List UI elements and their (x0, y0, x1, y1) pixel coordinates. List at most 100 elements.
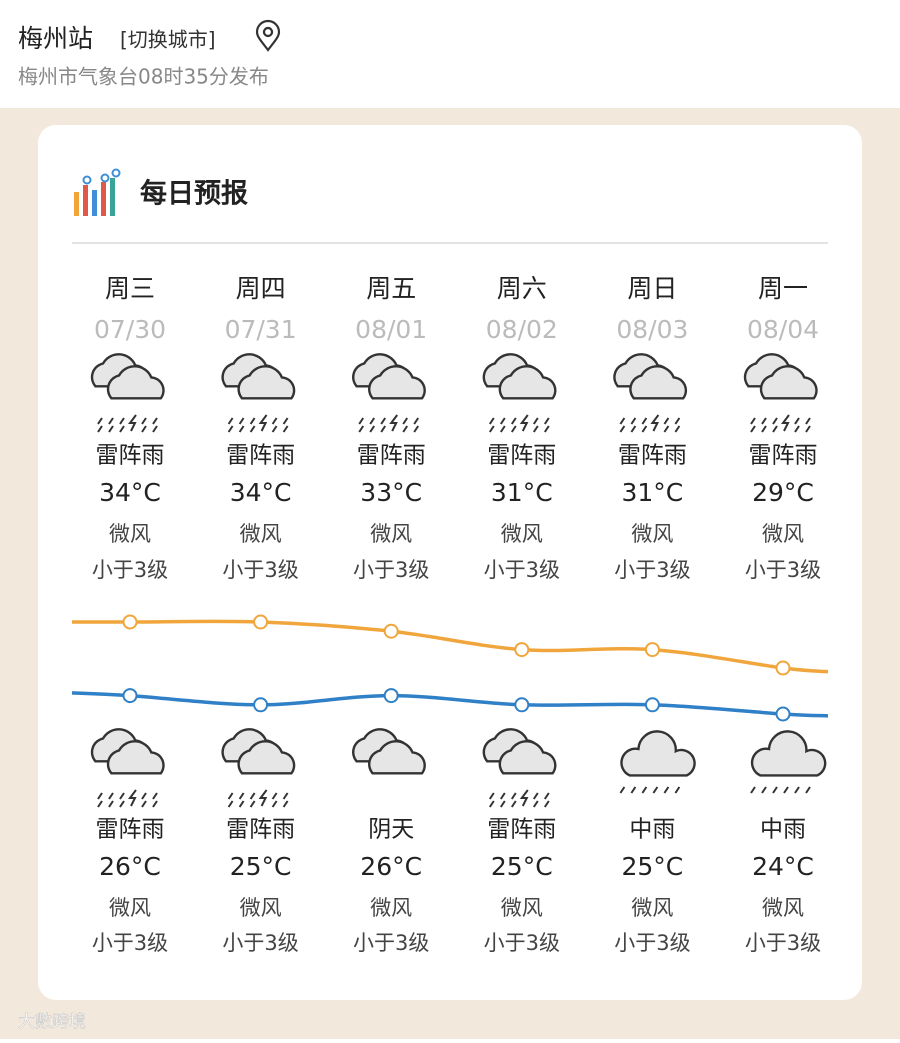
rain-drop (413, 425, 420, 433)
day-wind-level: 小于3级 (353, 558, 429, 582)
cloud (368, 365, 426, 400)
rain-drop (663, 786, 670, 794)
rain-drop (402, 425, 409, 433)
weekday: 周五 (366, 274, 416, 303)
low-temp-line-point (514, 697, 530, 713)
rain-drop (510, 417, 517, 425)
day-wind-level: 小于3级 (484, 558, 560, 582)
switch-city[interactable]: [切换城市] (120, 28, 216, 52)
weekday: 周三 (105, 274, 155, 303)
high-temp: 29°C (752, 478, 814, 507)
cloud (620, 730, 696, 777)
cloud (750, 730, 827, 777)
low-temp: 26°C (99, 852, 161, 881)
rain-drop (750, 786, 756, 794)
date: 08/04 (747, 315, 819, 344)
bolt (258, 789, 268, 807)
rain-drop (227, 417, 234, 425)
night-wind: 微风 (501, 896, 543, 920)
night-weather: 中雨 (629, 817, 675, 843)
rain-drop (152, 792, 158, 800)
rain-drop (761, 425, 767, 433)
day-weather: 雷阵雨 (487, 443, 556, 469)
day-wind: 微风 (631, 522, 673, 546)
rain-drop (641, 417, 648, 425)
cloud (629, 365, 688, 400)
rain-drop (97, 792, 103, 800)
high-temp: 34°C (99, 478, 161, 507)
bolt (128, 414, 137, 432)
weather-icon (613, 353, 688, 433)
night-weather: 雷阵雨 (96, 817, 165, 843)
rain-drop (249, 425, 256, 433)
rain-drop (488, 792, 495, 800)
rain-drop (282, 425, 289, 433)
day-weather: 雷阵雨 (618, 443, 687, 469)
rain-drop (141, 792, 147, 800)
rain-drop (271, 792, 278, 800)
bolt (519, 414, 529, 432)
high-temp: 34°C (230, 478, 292, 507)
bolt (258, 414, 268, 432)
low-temp: 25°C (622, 852, 684, 881)
rain-drop (510, 425, 517, 433)
rain-drop (488, 800, 495, 808)
rain-drop (532, 417, 539, 425)
rain-drop (108, 792, 114, 800)
rain-drop (619, 417, 626, 425)
rain-drop (119, 800, 125, 808)
weather-icon (750, 730, 827, 794)
weekday: 周日 (627, 274, 677, 303)
rain-drop (783, 786, 789, 794)
rain-drop (358, 425, 365, 433)
location-icon[interactable] (255, 19, 281, 52)
rain-drop (510, 792, 517, 800)
rain-drop (794, 417, 800, 425)
weather-icon (743, 353, 818, 433)
low-temp-line-point (775, 706, 791, 722)
rain-drop (499, 792, 506, 800)
rain-drop (282, 800, 289, 808)
rain-drop (761, 417, 767, 425)
rain-drop (761, 786, 767, 794)
weather-icon (352, 353, 426, 433)
day-weather: 雷阵雨 (226, 443, 295, 469)
rain-drop (271, 417, 278, 425)
rain-drop (663, 417, 670, 425)
rain-drop (543, 800, 550, 808)
rain-drop (663, 425, 670, 433)
day-weather: 雷阵雨 (749, 443, 818, 469)
cloud (106, 365, 165, 400)
rain-drop (238, 792, 245, 800)
night-wind-level: 小于3级 (92, 931, 168, 955)
card (38, 125, 862, 1000)
night-wind-level: 小于3级 (222, 931, 298, 955)
day-wind-level: 小于3级 (614, 558, 690, 582)
rain-drop (488, 417, 495, 425)
weather-icon (619, 730, 696, 794)
rain-drop (282, 792, 289, 800)
cloud (237, 365, 296, 400)
night-wind-level: 小于3级 (353, 931, 429, 955)
night-weather: 雷阵雨 (226, 817, 295, 843)
rain-drop (227, 800, 234, 808)
high-temp: 33°C (360, 478, 422, 507)
weather-icon (482, 728, 557, 808)
cloud (368, 740, 426, 775)
rain-drop (641, 786, 648, 794)
weather-icon (482, 353, 557, 433)
night-wind-level: 小于3级 (745, 931, 821, 955)
rain-drop (108, 425, 114, 433)
rain-drop (674, 786, 681, 794)
rain-drop (630, 786, 637, 794)
low-temp: 24°C (752, 852, 814, 881)
day-wind: 微风 (762, 522, 804, 546)
day-wind: 微风 (240, 522, 282, 546)
bolt (519, 789, 529, 807)
rain-drop (619, 425, 626, 433)
rain-drop (369, 425, 376, 433)
rain-drop (413, 417, 420, 425)
rain-drop (141, 800, 147, 808)
rain-drop (119, 417, 125, 425)
rain-drop (532, 425, 539, 433)
